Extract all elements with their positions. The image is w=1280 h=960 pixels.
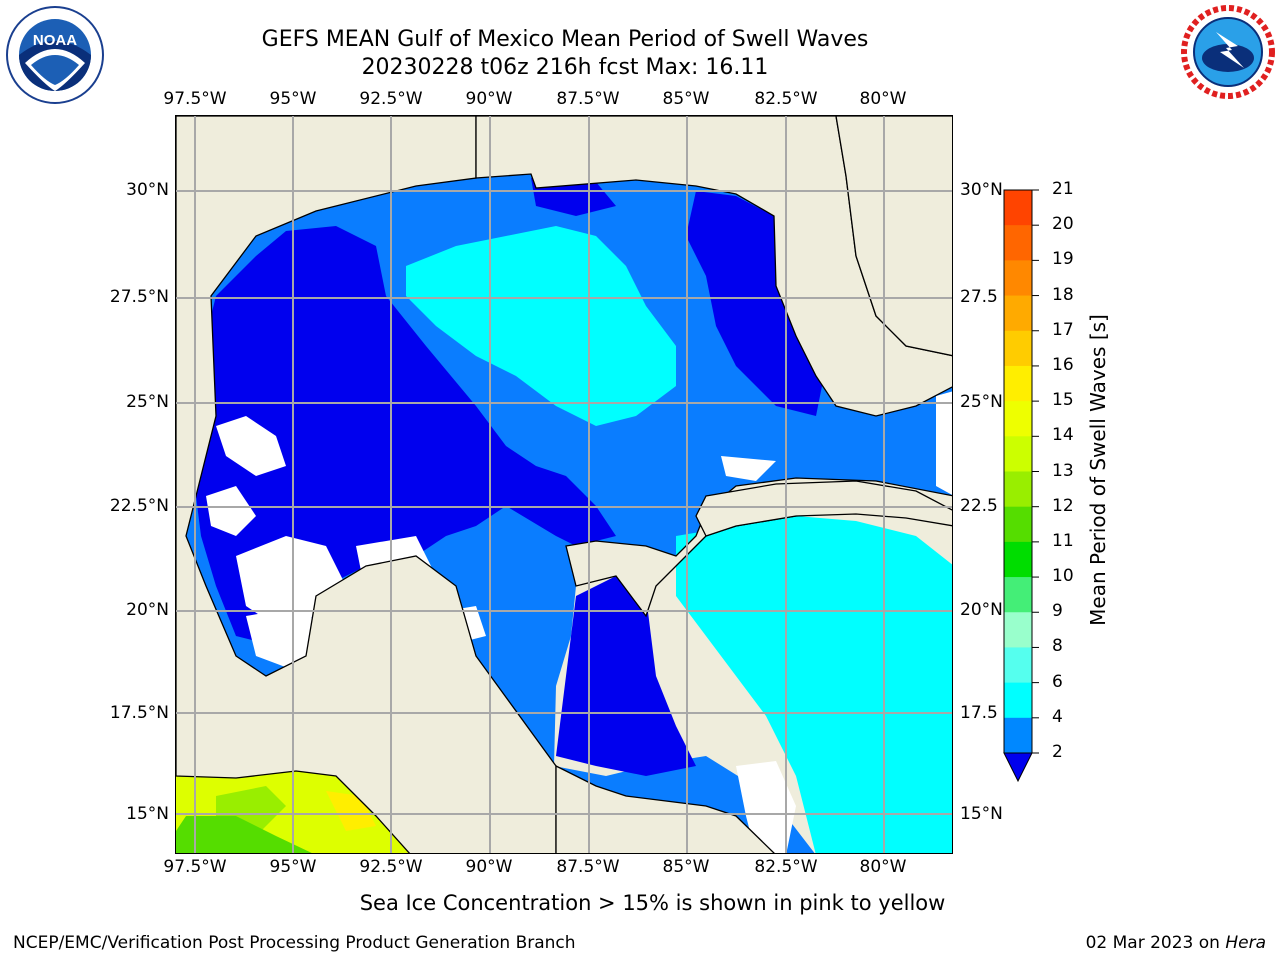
colorbar-tick-label: 10	[1052, 566, 1074, 587]
lon-label-top: 80°W	[859, 89, 907, 109]
nws-logo	[1181, 5, 1275, 99]
lat-label-left: 30°N	[126, 180, 169, 200]
colorbar-tick-label: 16	[1052, 354, 1074, 375]
colorbar-tick-label: 20	[1052, 214, 1074, 235]
credit-text: NCEP/EMC/Verification Post Processing Pr…	[13, 933, 576, 953]
colorbar-tick-label: 15	[1052, 390, 1074, 411]
colorbar-tick-label: 4	[1052, 706, 1063, 727]
pacific-swell-zone	[176, 816, 312, 853]
lon-label-bottom: 95°W	[269, 857, 317, 877]
colorbar-segment	[1004, 365, 1032, 402]
cuba-land	[695, 480, 952, 537]
colorbar-segment	[1004, 471, 1032, 508]
lat-label-left: 25°N	[126, 392, 169, 412]
colorbar-segment	[1004, 717, 1032, 754]
lat-label-right: 27.5	[960, 287, 998, 307]
colorbar-segment	[1004, 506, 1032, 543]
lon-label-top: 87.5°W	[556, 89, 620, 109]
colorbar-segment	[1004, 682, 1032, 719]
colorbar-segment	[1004, 260, 1032, 297]
high-period-zone	[406, 226, 676, 426]
lon-label-bottom: 85°W	[662, 857, 710, 877]
lon-label-top: 82.5°W	[754, 89, 818, 109]
no-data-patch	[721, 456, 776, 481]
colorbar-tick-label: 11	[1052, 530, 1074, 551]
colorbar-extend-arrow	[1003, 752, 1033, 783]
colorbar-tick-label: 2	[1052, 742, 1063, 762]
colorbar-segment	[1004, 436, 1032, 472]
lon-label-bottom: 82.5°W	[754, 857, 818, 877]
lat-label-left: 17.5°N	[109, 703, 169, 723]
lon-label-top: 95°W	[269, 89, 317, 109]
colorbar-tick-label: 6	[1052, 671, 1063, 692]
svg-text:NOAA: NOAA	[33, 32, 77, 49]
colorbar-segment	[1004, 295, 1032, 332]
lon-label-bottom: 87.5°W	[556, 857, 620, 877]
map-panel	[175, 115, 953, 854]
no-data-patch	[936, 391, 952, 495]
lat-label-right: 22.5	[960, 496, 998, 516]
chart-subtitle: 20230228 t06z 216h fcst Max: 16.11	[361, 55, 769, 80]
colorbar-tick-label: 18	[1052, 284, 1074, 305]
chart-title: GEFS MEAN Gulf of Mexico Mean Period of …	[261, 27, 869, 52]
colorbar-segment	[1004, 401, 1032, 437]
colorbar-segment	[1004, 190, 1032, 226]
lat-label-left: 27.5°N	[109, 287, 169, 307]
colorbar-segment	[1004, 330, 1032, 367]
date-text: 02 Mar 2023 on Hera	[1086, 933, 1266, 953]
central-america-land	[555, 764, 775, 853]
host-name: Hera	[1225, 933, 1266, 953]
lat-label-left: 15°N	[126, 804, 169, 824]
lon-label-bottom: 92.5°W	[359, 857, 423, 877]
florida-land	[835, 116, 952, 357]
lon-label-bottom: 80°W	[859, 857, 907, 877]
lat-label-right: 30°N	[960, 180, 1003, 200]
lat-label-right: 17.5	[960, 703, 998, 723]
noaa-logo: NOAA	[6, 6, 104, 104]
colorbar-segment	[1004, 541, 1032, 578]
colorbar-tick-label: 17	[1052, 319, 1074, 340]
date-label: 02 Mar 2023 on	[1085, 933, 1226, 953]
lon-label-top: 92.5°W	[359, 89, 423, 109]
lat-label-right: 25°N	[960, 392, 1003, 412]
lon-label-bottom: 97.5°W	[163, 857, 227, 877]
colorbar-segment	[1004, 225, 1032, 261]
no-data-patch	[216, 416, 286, 476]
lon-label-top: 90°W	[465, 89, 513, 109]
lon-label-bottom: 90°W	[465, 857, 513, 877]
colorbar-tick-label: 14	[1052, 425, 1074, 446]
no-data-patch	[206, 486, 256, 536]
low-period-zone	[531, 178, 616, 216]
lon-label-top: 85°W	[662, 89, 710, 109]
low-period-zone	[556, 576, 696, 776]
lat-label-right: 15°N	[960, 804, 1003, 824]
colorbar	[1003, 189, 1039, 783]
low-period-zone	[686, 191, 826, 416]
colorbar-segment	[1004, 577, 1032, 613]
sea-ice-note: Sea Ice Concentration > 15% is shown in …	[359, 891, 946, 915]
colorbar-label: Mean Period of Swell Waves [s]	[1086, 314, 1110, 626]
colorbar-tick-label: 21	[1052, 179, 1074, 199]
colorbar-segment	[1004, 612, 1032, 648]
lat-label-left: 22.5°N	[109, 496, 169, 516]
map-canvas	[176, 116, 952, 853]
lat-label-right: 20°N	[960, 600, 1003, 620]
colorbar-tick-label: 8	[1052, 636, 1063, 657]
lat-label-left: 20°N	[126, 600, 169, 620]
colorbar-tick-label: 12	[1052, 495, 1074, 516]
colorbar-tick-label: 13	[1052, 460, 1074, 481]
mexico-land	[176, 116, 557, 853]
colorbar-tick-label: 19	[1052, 249, 1074, 270]
colorbar-tick-label: 9	[1052, 601, 1063, 622]
colorbar-segment	[1004, 647, 1032, 684]
lon-label-top: 97.5°W	[163, 89, 227, 109]
map-grid	[176, 116, 952, 853]
